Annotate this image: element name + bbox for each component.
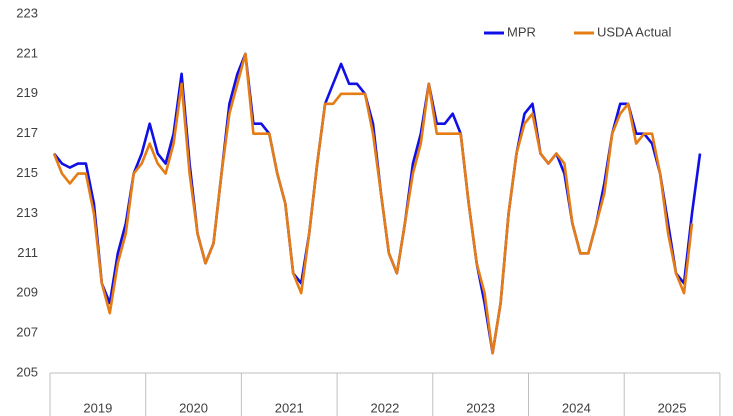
y-tick-label: 211 [17,245,38,260]
series-line [52,52,702,355]
y-tick-label: 213 [16,205,38,220]
x-tick-label: 2021 [275,400,304,415]
y-tick-label: 217 [16,125,38,140]
legend-label: MPR [507,24,536,39]
y-tick-label: 215 [16,165,38,180]
y-tick-label: 205 [16,364,38,379]
y-tick-label: 207 [16,325,38,340]
x-tick-label: 2025 [658,400,687,415]
y-tick-label: 223 [16,5,38,20]
x-tick-label: 2019 [83,400,112,415]
x-tick-label: 2023 [466,400,495,415]
series-line [52,52,694,355]
y-tick-label: 219 [16,85,38,100]
y-tick-label: 221 [16,45,38,60]
x-tick-label: 2022 [370,400,399,415]
legend-label: USDA Actual [597,24,672,39]
y-tick-label: 209 [16,285,38,300]
x-tick-label: 2024 [562,400,591,415]
x-tick-label: 2020 [179,400,208,415]
